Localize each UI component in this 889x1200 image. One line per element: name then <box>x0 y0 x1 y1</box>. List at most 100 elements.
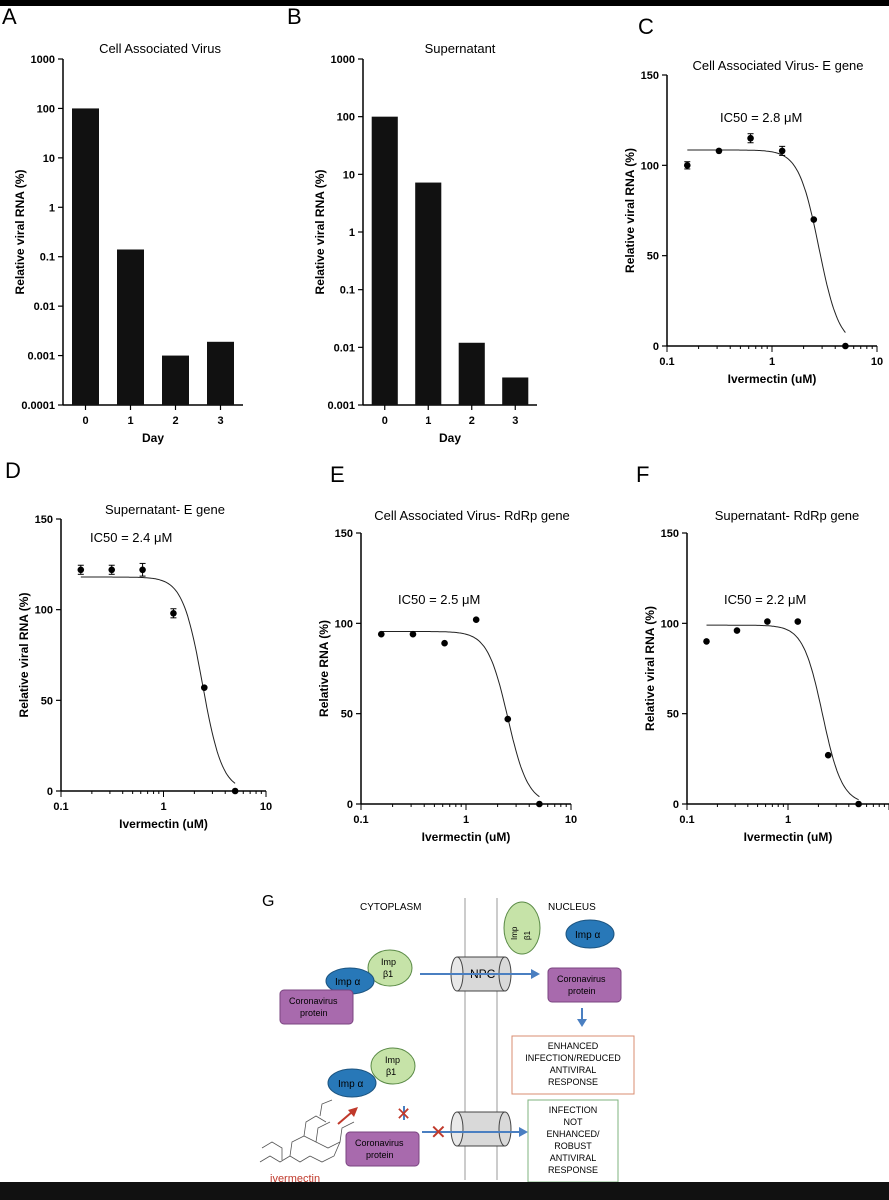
imp-beta-text: Imp <box>381 957 396 967</box>
y-tick-label: 0.1 <box>40 252 55 264</box>
chart-title: Cell Associated Virus <box>99 41 221 56</box>
data-point <box>536 800 543 808</box>
data-point <box>683 162 691 169</box>
bar-0 <box>371 116 398 406</box>
data-point <box>231 787 239 795</box>
protein-text: Coronavirus <box>289 996 338 1006</box>
x-tick-label: 1 <box>160 801 166 813</box>
fit-curve <box>687 149 846 333</box>
bar-1 <box>415 182 442 405</box>
imp-beta-text: β1 <box>383 969 393 979</box>
x-tick-label: 0.1 <box>659 356 674 368</box>
y-axis-label: Relative viral RNA (%) <box>643 606 657 731</box>
data-point <box>441 639 448 647</box>
x-tick-label: 10 <box>260 801 272 813</box>
y-axis-label: Relative viral RNA (%) <box>13 170 27 295</box>
y-tick-label: 100 <box>335 618 353 630</box>
y-tick-label: 150 <box>661 528 679 540</box>
y-axis-label: Relative viral RNA (%) <box>623 148 637 273</box>
x-axis-label: Ivermectin (uM) <box>119 817 208 831</box>
panel-label-c: C <box>638 14 654 39</box>
coronavirus-protein-nucleus <box>547 967 622 1003</box>
y-tick-label: 50 <box>41 695 53 707</box>
bar-2 <box>458 342 485 405</box>
not-enhanced-line: RESPONSE <box>548 1165 598 1175</box>
fit-curve <box>381 631 540 798</box>
y-tick-label: 0 <box>653 341 659 353</box>
imp-alpha-nucleus <box>565 919 615 949</box>
down-arrow-head <box>577 1019 587 1027</box>
y-tick-label: 1 <box>49 202 55 214</box>
nucleus-label: NUCLEUS <box>548 902 596 913</box>
import-arrow-head-bottom <box>519 1127 528 1137</box>
nuclear-import-diagram: G CYTOPLASM NUCLEUS NPC Imp β1 Imp α Cor… <box>259 893 635 1185</box>
x-tick-label: 0.1 <box>353 814 368 826</box>
y-tick-label: 100 <box>35 605 53 617</box>
y-tick-label: 10 <box>43 153 55 165</box>
x-tick-label: 1 <box>127 415 133 427</box>
imp-beta-text: β1 <box>523 930 532 940</box>
ic50-annotation: IC50 = 2.8 μM <box>720 110 802 125</box>
imp-beta1-top-left <box>367 949 413 987</box>
protein-text: protein <box>366 1150 394 1160</box>
chart-title: Cell Associated Virus- E gene <box>692 58 863 73</box>
x-tick-label: 10 <box>871 356 883 368</box>
x-axis-label: Ivermectin (uM) <box>744 830 833 844</box>
ic50-annotation: IC50 = 2.2 μM <box>724 592 806 607</box>
y-tick-label: 150 <box>35 514 53 526</box>
data-point <box>778 147 786 155</box>
chart-title: Supernatant- RdRp gene <box>715 508 860 523</box>
data-point <box>764 618 771 625</box>
enhanced-infection-box <box>511 1035 635 1095</box>
not-enhanced-line: ENHANCED/ <box>546 1129 600 1139</box>
y-axis-label: Relative viral RNA (%) <box>313 170 327 295</box>
y-tick-label: 100 <box>641 160 659 172</box>
x-tick-label: 0.1 <box>53 801 68 813</box>
imp-beta-text: Imp <box>510 926 519 940</box>
y-tick-label: 1000 <box>331 54 355 66</box>
y-tick-label: 50 <box>341 709 353 721</box>
panel-label-f: F <box>636 462 650 487</box>
imp-beta1-nucleus <box>503 901 541 955</box>
bar-1 <box>117 249 144 405</box>
x-axis-label: Day <box>439 431 461 445</box>
x-tick-label: 1 <box>785 814 791 826</box>
data-point <box>733 627 741 634</box>
protein-text: Coronavirus <box>355 1138 404 1148</box>
data-point <box>504 715 512 723</box>
bar-2 <box>162 355 189 405</box>
data-point <box>200 684 208 691</box>
panel-label-b: B <box>287 4 302 29</box>
bar-0 <box>72 108 99 405</box>
bottom-border <box>0 1182 889 1200</box>
bar-3 <box>207 341 234 405</box>
x-axis-label: Ivermectin (uM) <box>728 372 817 386</box>
imp-alpha-text: Imp α <box>335 977 360 988</box>
imp-alpha-text: Imp α <box>575 930 600 941</box>
y-tick-label: 0.001 <box>27 351 55 363</box>
enhanced-line: ENHANCED <box>548 1041 599 1051</box>
y-tick-label: 150 <box>641 70 659 82</box>
top-border <box>0 0 889 6</box>
y-tick-label: 100 <box>661 618 679 630</box>
data-point <box>794 618 802 625</box>
protein-text: Coronavirus <box>557 974 606 984</box>
not-enhanced-line: ANTIVIRAL <box>550 1153 597 1163</box>
imp-beta-text: Imp <box>385 1055 400 1065</box>
data-point <box>377 630 385 638</box>
data-point <box>472 616 480 624</box>
cytoplasm-label: CYTOPLASM <box>360 902 422 913</box>
x-tick-label: 0 <box>82 415 88 427</box>
drug-arrow-head <box>348 1107 358 1117</box>
y-axis-label: Relative viral RNA (%) <box>17 593 31 718</box>
protein-text: protein <box>300 1008 328 1018</box>
y-tick-label: 150 <box>335 528 353 540</box>
not-enhanced-line: NOT <box>564 1117 584 1127</box>
not-enhanced-line: INFECTION <box>549 1105 598 1115</box>
imp-alpha-text: Imp α <box>338 1079 363 1090</box>
y-tick-label: 100 <box>337 112 355 124</box>
data-point <box>139 566 146 574</box>
data-point <box>747 134 754 142</box>
